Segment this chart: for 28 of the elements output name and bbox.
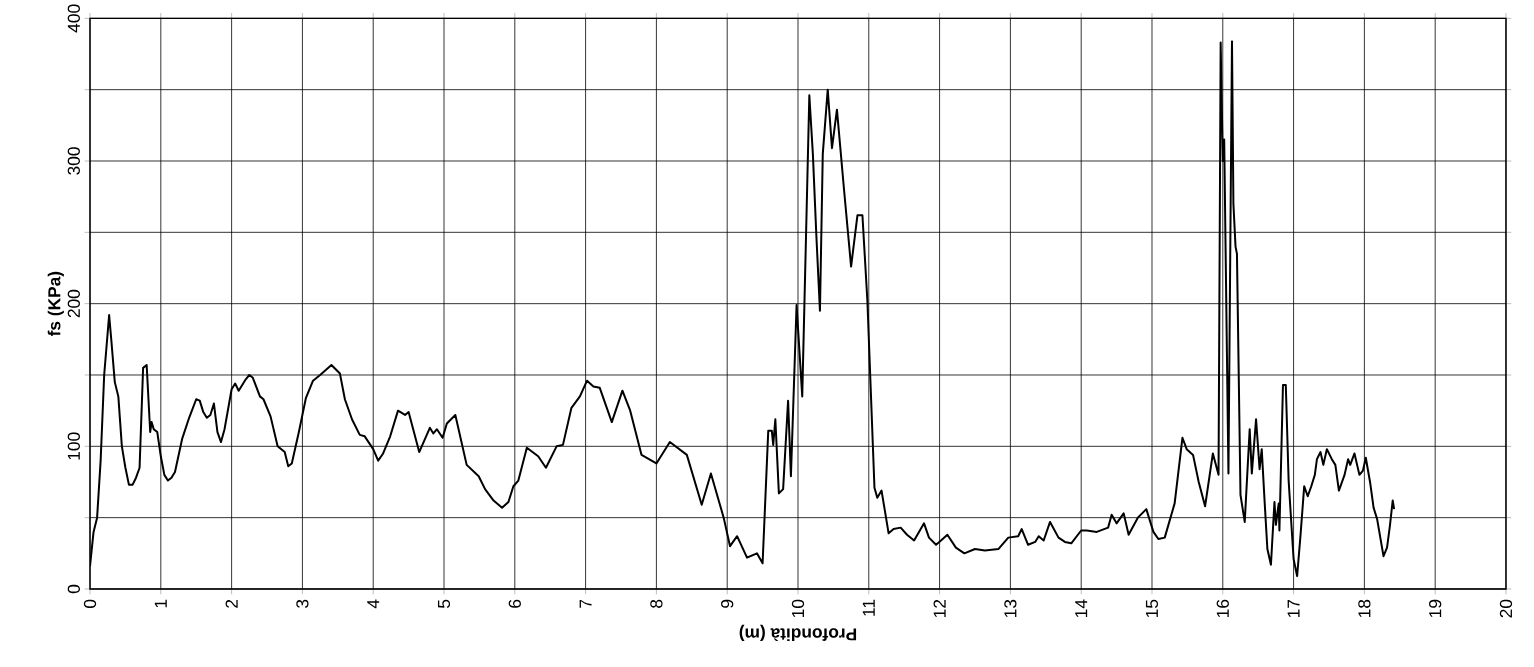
x-tick-label: 9 (721, 599, 734, 608)
x-tick-label: 17 (1287, 599, 1300, 617)
x-tick-label: 0 (83, 599, 97, 608)
x-axis-title: Profondità (m) (739, 624, 857, 642)
y-tick-label: 300 (67, 147, 80, 175)
y-tick-label: 400 (67, 4, 80, 33)
x-tick-label: 18 (1358, 599, 1371, 617)
x-tick-label: 20 (1499, 599, 1513, 618)
x-tick-label: 19 (1429, 599, 1442, 617)
y-tick-label: 100 (67, 432, 80, 460)
x-tick-label: 2 (225, 599, 238, 608)
x-tick-label: 11 (862, 599, 875, 616)
x-tick-label: 5 (437, 599, 451, 608)
y-axis-title: fs (KPa) (47, 271, 64, 337)
x-tick-label: 3 (296, 599, 309, 608)
x-tick-label: 14 (1075, 599, 1088, 617)
x-tick-label: 8 (650, 599, 663, 608)
x-tick-label: 13 (1004, 599, 1017, 617)
x-tick-label: 12 (933, 599, 946, 617)
x-tick-label: 10 (791, 599, 805, 617)
x-tick-label: 7 (579, 599, 592, 608)
x-tick-label: 16 (1216, 599, 1229, 617)
x-tick-label: 6 (508, 599, 521, 608)
y-tick-label: 200 (67, 289, 80, 318)
x-tick-label: 4 (367, 599, 380, 609)
y-tick-label: 0 (67, 584, 80, 594)
x-tick-label: 1 (154, 599, 167, 608)
x-tick-label: 15 (1145, 599, 1159, 617)
